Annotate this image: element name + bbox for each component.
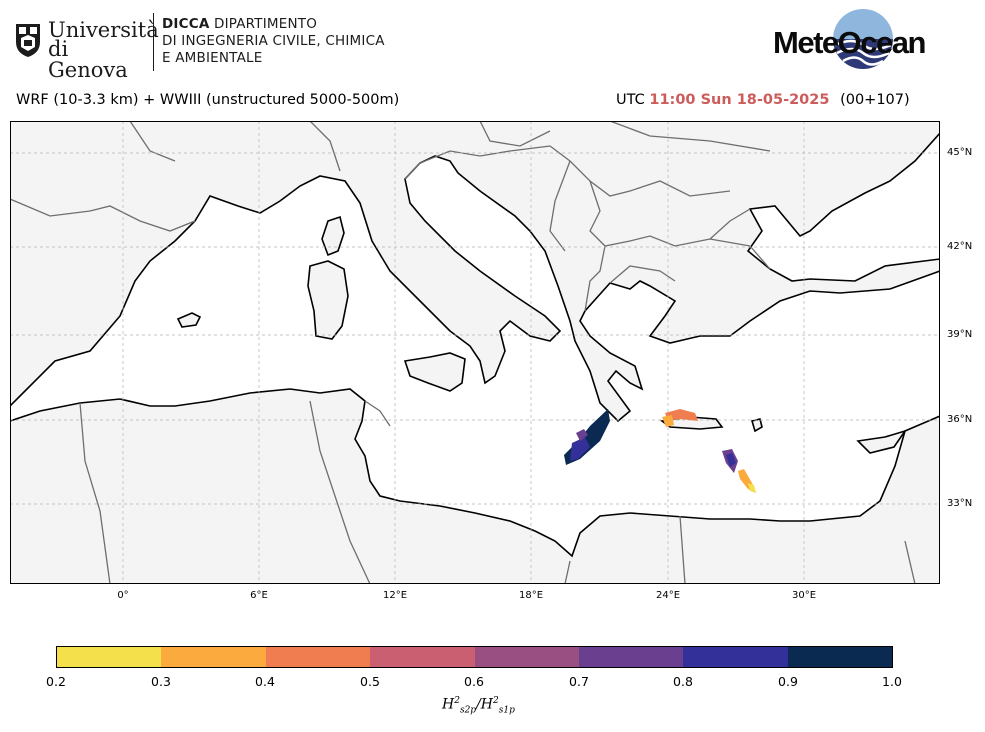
meteocean-emblem-icon (833, 9, 893, 69)
field-patch-kasos-blue (726, 453, 736, 467)
unige-shield-icon (16, 24, 40, 57)
department-name: DICCA DIPARTIMENTO DI INGEGNERIA CIVILE,… (162, 16, 385, 67)
island-sicily (403, 352, 466, 392)
lat-label-39n: 39°N (947, 329, 973, 340)
wave-ratio-field (564, 409, 756, 493)
field-patch-kasos-tail (748, 483, 756, 493)
lon-label-24e: 24°E (655, 590, 681, 601)
logo-divider (153, 13, 154, 71)
department-acronym: DICCA (162, 16, 210, 32)
field-patch-crete-north-yellow (662, 415, 674, 427)
island-rhodes (750, 418, 763, 433)
valid-time: 11:00 Sun 18-05-2025 (649, 92, 830, 108)
lat-label-42n: 42°N (947, 241, 973, 252)
island-cyprus (856, 429, 907, 454)
colorbar (56, 646, 893, 668)
land-north-africa (10, 388, 940, 584)
field-patch-ionian-south (576, 429, 588, 441)
lat-label-33n: 33°N (947, 498, 973, 509)
colorbar-tick-3: 0.5 (360, 674, 380, 689)
map-canvas (10, 121, 940, 584)
field-patch-crete-north (665, 409, 698, 421)
colorbar-label-numerator-sub: s2p (459, 705, 477, 716)
brand-name: MeteOcean (773, 25, 926, 60)
colorbar-label-denominator-sub: s1p (498, 705, 515, 716)
colorbar-tick-8: 1.0 (882, 674, 902, 689)
lon-label-30e: 30°E (791, 590, 817, 601)
meteocean-logo: MeteOcean (773, 9, 941, 75)
country-borders (10, 121, 916, 584)
colorbar-tick-6: 0.8 (673, 674, 693, 689)
colorbar-segment-2 (161, 647, 266, 667)
graticule (10, 121, 940, 584)
colorbar-segment-4 (370, 647, 475, 667)
colorbar-label: H2s2p/H2s1p (442, 696, 515, 716)
lat-label-36n: 36°N (947, 414, 973, 425)
island-balearic (176, 312, 202, 328)
university-name-line2: di Genova (48, 37, 128, 82)
utc-prefix: UTC (616, 92, 645, 108)
lon-label-12e: 12°E (382, 590, 408, 601)
colorbar-tick-7: 0.9 (778, 674, 798, 689)
map-panel (10, 121, 940, 584)
colorbar-segment-3 (265, 647, 371, 667)
colorbar-tick-2: 0.4 (255, 674, 275, 689)
colorbar-segment-8 (787, 647, 892, 667)
department-line1: DIPARTIMENTO (209, 16, 318, 32)
colorbar-segment-5 (474, 647, 579, 667)
colorbar-tick-5: 0.7 (569, 674, 589, 689)
colorbar-segment-1 (57, 647, 162, 667)
model-description: WRF (10-3.3 km) + WWIII (unstructured 50… (16, 92, 400, 108)
colorbar-tick-1: 0.3 (151, 674, 171, 689)
colorbar-segment-7 (683, 647, 788, 667)
map-border (10, 121, 940, 584)
unige-logo: Università di Genova (14, 20, 159, 81)
university-name-line1: Università (48, 18, 159, 42)
lon-label-18e: 18°E (518, 590, 544, 601)
island-sardinia (307, 260, 349, 340)
lat-label-45n: 45°N (947, 147, 973, 158)
department-line2: DI INGEGNERIA CIVILE, CHIMICA (162, 33, 385, 49)
lon-label-0: 0° (117, 590, 129, 601)
forecast-step: (00+107) (840, 92, 910, 108)
field-patch-ionian-mid (570, 437, 590, 461)
department-line3: E AMBIENTALE (162, 50, 263, 66)
colorbar-tick-0: 0.2 (46, 674, 66, 689)
colorbar-tick-4: 0.6 (464, 674, 484, 689)
lon-label-6e: 6°E (250, 590, 268, 601)
colorbar-segment-6 (578, 647, 684, 667)
land-europe (10, 121, 940, 423)
forecast-time: UTC 11:00 Sun 18-05-2025 (00+107) (616, 92, 910, 108)
island-corsica (321, 215, 345, 257)
